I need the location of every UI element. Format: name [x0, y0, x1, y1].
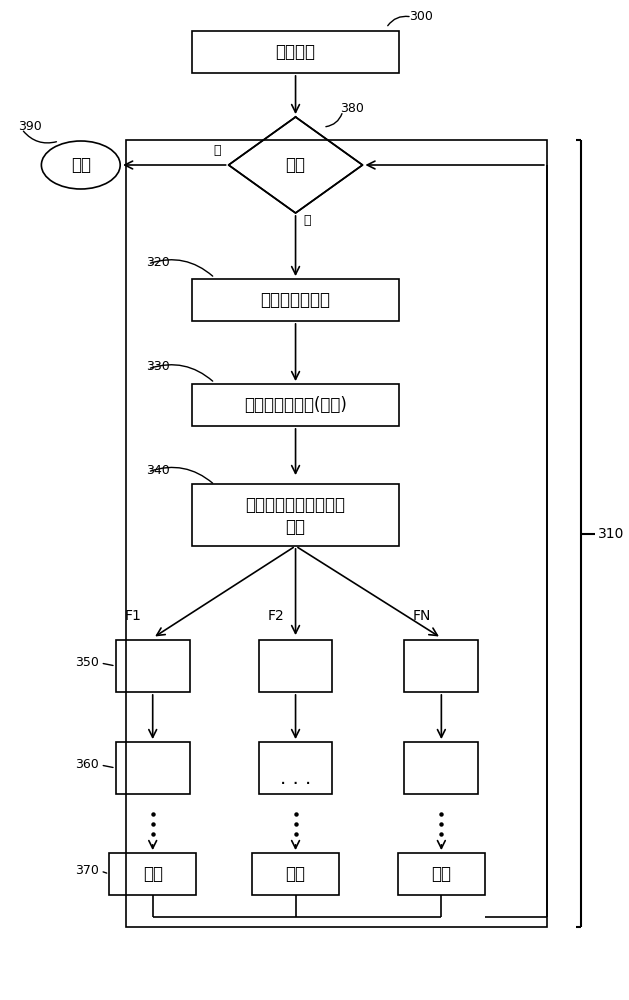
- Text: 跳转: 跳转: [286, 865, 306, 883]
- Text: 基于寄存器内容而义出: 基于寄存器内容而义出: [245, 496, 345, 514]
- Polygon shape: [228, 117, 362, 213]
- Text: 跳转: 跳转: [431, 865, 452, 883]
- Text: 加载寄存器内容: 加载寄存器内容: [260, 291, 331, 309]
- Bar: [192, 484, 399, 546]
- Text: 310: 310: [598, 526, 625, 540]
- Text: 300: 300: [409, 9, 433, 22]
- Text: 360: 360: [75, 758, 99, 770]
- Text: . . .: . . .: [280, 768, 311, 788]
- Text: 370: 370: [75, 863, 99, 876]
- Text: FN: FN: [413, 609, 431, 623]
- Bar: [404, 640, 478, 692]
- Text: 350: 350: [75, 656, 99, 668]
- Text: 分支: 分支: [286, 518, 306, 536]
- Bar: [192, 31, 399, 73]
- Bar: [252, 853, 339, 895]
- Text: 否: 否: [213, 144, 221, 157]
- Bar: [259, 640, 333, 692]
- Text: 跳转: 跳转: [143, 865, 163, 883]
- Text: F2: F2: [267, 609, 284, 623]
- Text: 340: 340: [146, 464, 170, 477]
- Bar: [192, 279, 399, 321]
- Bar: [116, 640, 190, 692]
- Text: 处理寄存器内容(任选): 处理寄存器内容(任选): [244, 396, 347, 414]
- Bar: [116, 742, 190, 794]
- Text: 330: 330: [146, 360, 170, 373]
- Text: F1: F1: [125, 609, 142, 623]
- Text: 320: 320: [146, 255, 170, 268]
- Bar: [126, 140, 547, 927]
- Bar: [109, 853, 196, 895]
- Text: 380: 380: [340, 103, 364, 115]
- Text: 检测例程: 检测例程: [276, 43, 316, 61]
- Bar: [192, 384, 399, 426]
- Ellipse shape: [42, 141, 120, 189]
- Text: 390: 390: [18, 120, 42, 133]
- Text: 继续: 继续: [286, 156, 306, 174]
- Bar: [404, 742, 478, 794]
- Text: 是: 是: [303, 214, 311, 227]
- Bar: [259, 742, 333, 794]
- Text: 返回: 返回: [71, 156, 91, 174]
- Bar: [398, 853, 485, 895]
